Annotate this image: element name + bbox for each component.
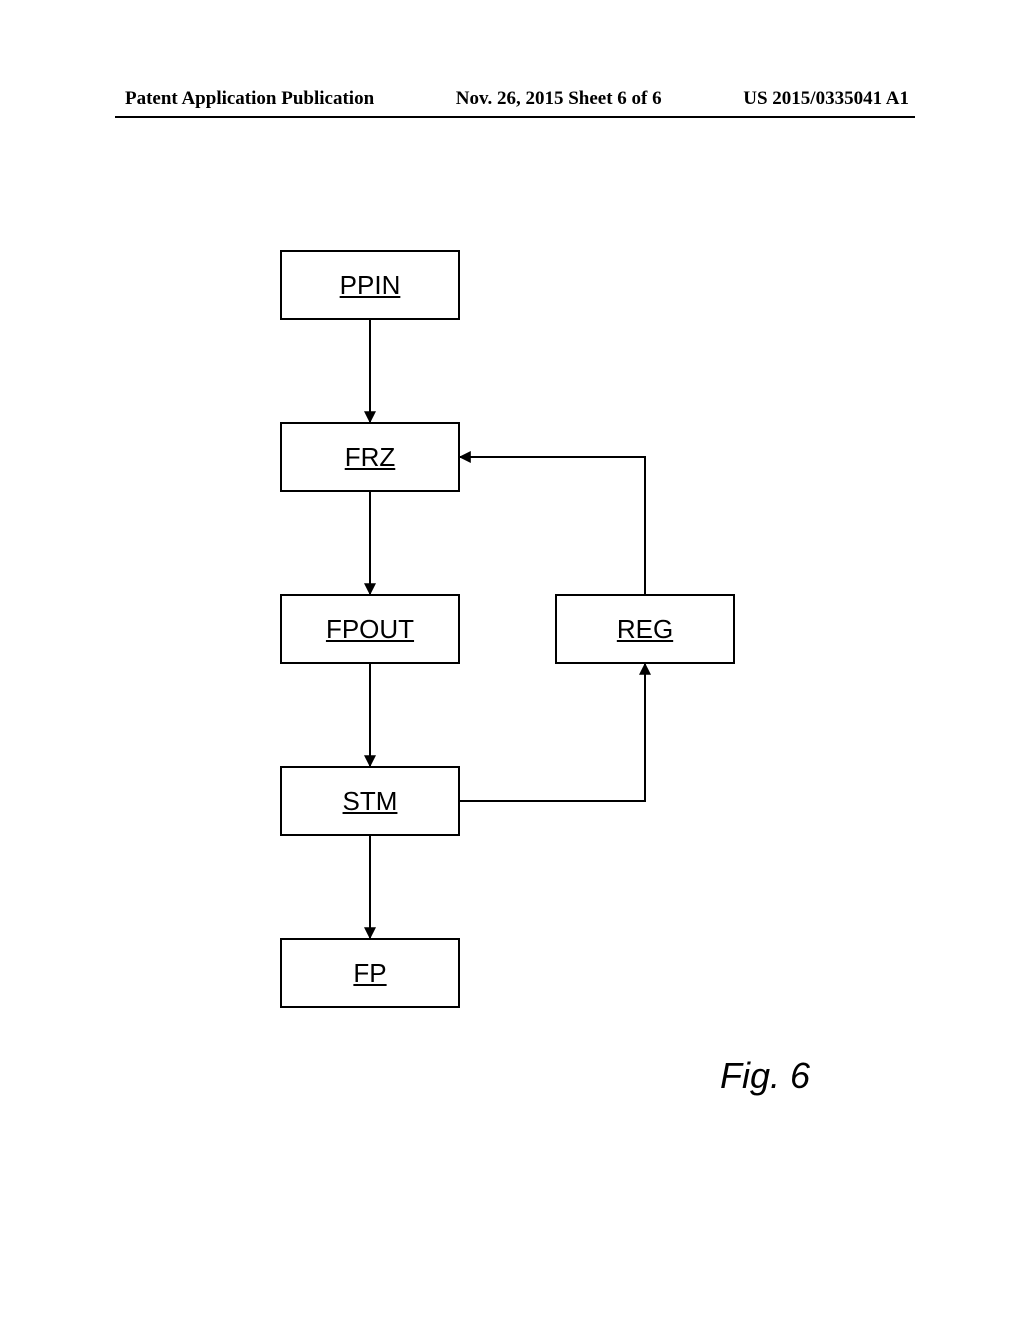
header-center: Nov. 26, 2015 Sheet 6 of 6 bbox=[456, 88, 662, 110]
edge-reg-frz bbox=[460, 457, 645, 594]
node-fpout: FPOUT bbox=[280, 594, 460, 664]
document-header: Patent Application Publication Nov. 26, … bbox=[0, 88, 1024, 110]
header-right: US 2015/0335041 A1 bbox=[743, 88, 909, 110]
node-stm: STM bbox=[280, 766, 460, 836]
node-frz: FRZ bbox=[280, 422, 460, 492]
node-ppin: PPIN bbox=[280, 250, 460, 320]
header-left: Patent Application Publication bbox=[125, 88, 374, 110]
figure-label: Fig. 6 bbox=[720, 1055, 810, 1097]
header-rule bbox=[115, 116, 915, 118]
flowchart-figure: PPIN FRZ FPOUT STM FP REG bbox=[195, 250, 835, 1050]
edge-stm-reg bbox=[460, 664, 645, 801]
node-reg: REG bbox=[555, 594, 735, 664]
node-fp: FP bbox=[280, 938, 460, 1008]
